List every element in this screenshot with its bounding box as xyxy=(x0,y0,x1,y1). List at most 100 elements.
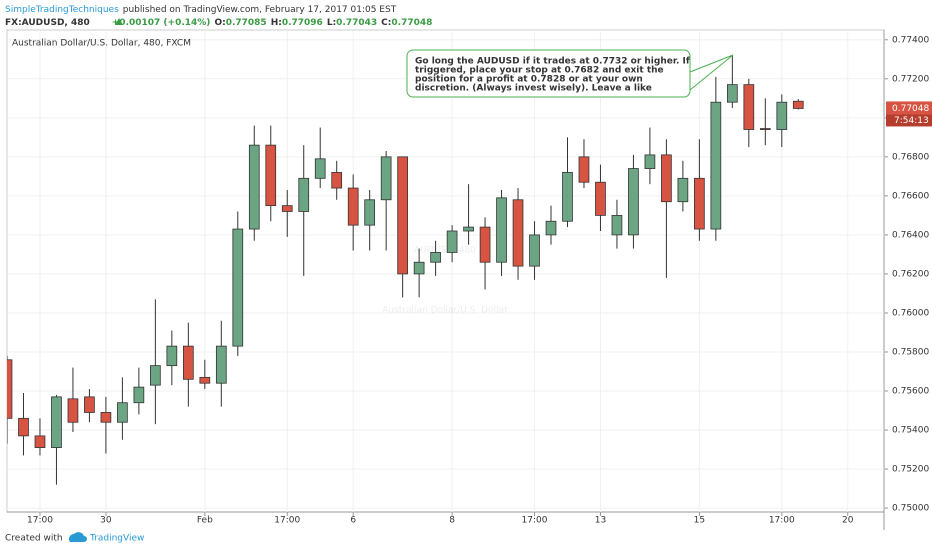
candle-body xyxy=(578,156,590,183)
annotation-pointer xyxy=(689,54,734,91)
watermark-name: Australian Dollar/U.S. Dollar xyxy=(382,306,508,316)
candle-body xyxy=(215,345,227,384)
x-tick-label: 17:00 xyxy=(522,516,548,526)
candle-body xyxy=(199,376,211,384)
countdown-box xyxy=(886,114,932,127)
candle-body xyxy=(710,101,722,230)
x-tick-label: Feb xyxy=(197,516,213,526)
legend: Australian Dollar/U.S. Dollar, 480, FXCM xyxy=(12,39,191,49)
last-price-label: 0.77048 xyxy=(892,104,929,114)
candle-body xyxy=(677,177,689,203)
candle-body xyxy=(430,252,441,263)
ohlc-key: O: xyxy=(214,18,225,28)
last-price-box xyxy=(886,101,932,115)
y-tick-label: 0.76200 xyxy=(892,269,929,279)
x-tick-label: 30 xyxy=(100,516,112,526)
ohlc-value: 0.77096 xyxy=(282,18,323,28)
y-tick-label: 0.75600 xyxy=(892,387,929,397)
candle-body xyxy=(463,226,474,232)
candle-body xyxy=(84,396,95,413)
change: +0.00107 (+0.14%) xyxy=(112,18,211,28)
candle-body xyxy=(18,417,29,437)
annotation-line: triggered, place your stop at 0.7682 and… xyxy=(415,66,664,76)
x-tick-label: 6 xyxy=(350,516,356,526)
x-tick-label: 17:00 xyxy=(769,516,795,526)
ohlc-key: C: xyxy=(381,18,391,28)
candle-body xyxy=(446,230,458,253)
candle-body xyxy=(694,177,705,230)
candle-body xyxy=(380,156,392,201)
candle-body xyxy=(397,156,408,275)
y-tick-label: 0.75400 xyxy=(892,426,929,436)
candle-body xyxy=(496,197,507,263)
y-tick-label: 0.76600 xyxy=(892,191,929,201)
candle-body xyxy=(545,220,557,236)
y-tick-label: 0.76000 xyxy=(892,308,929,318)
candle-body xyxy=(611,214,623,236)
candle-body xyxy=(51,396,62,449)
ohlc-value: 0.77043 xyxy=(336,18,377,28)
candle-body xyxy=(265,144,277,207)
candle-body xyxy=(34,435,46,449)
candle-body xyxy=(529,234,540,267)
y-tick-label: 0.77400 xyxy=(892,35,929,45)
candle-body xyxy=(331,172,343,189)
ohlc-value: 0.77085 xyxy=(226,18,267,28)
annotation-box[interactable] xyxy=(406,49,691,98)
candle-body xyxy=(166,345,178,367)
x-tick-label: 15 xyxy=(694,516,705,526)
candle-body xyxy=(67,398,79,423)
candle-body xyxy=(792,100,804,109)
ohlc-key: H: xyxy=(271,18,282,28)
published: published on TradingView.com, February 1… xyxy=(123,5,397,15)
x-tick-label: 17:00 xyxy=(274,516,300,526)
candle-body xyxy=(7,359,13,419)
x-tick-label: 13 xyxy=(595,516,606,526)
x-tick-label: 20 xyxy=(842,516,854,526)
footer-brand[interactable]: TradingView xyxy=(89,534,144,544)
brand-logo xyxy=(69,532,87,542)
candle-body xyxy=(413,261,425,275)
y-tick-label: 0.75200 xyxy=(892,465,929,475)
annotation-pointer xyxy=(689,54,734,73)
annotation-line: position for a profit at 0.7828 or at yo… xyxy=(415,75,643,85)
candle-body xyxy=(726,84,738,103)
candle-body xyxy=(364,199,376,226)
candle-body xyxy=(512,199,524,267)
candle-body xyxy=(150,365,161,386)
candle-body xyxy=(479,226,491,263)
symbol: FX:AUDUSD, 480 xyxy=(5,18,90,28)
annotation-line: Go long the AUDUSD if it trades at 0.773… xyxy=(415,57,690,67)
annotation-line: discretion. (Always invest wisely). Leav… xyxy=(415,84,652,94)
y-tick-label: 0.76800 xyxy=(892,152,929,162)
y-tick-label: 0.75800 xyxy=(892,347,929,357)
candle-body xyxy=(117,402,128,423)
candle-body xyxy=(248,144,260,230)
candle-body xyxy=(133,386,145,404)
candle-body xyxy=(298,177,310,212)
candle-body xyxy=(314,158,326,179)
candle-body xyxy=(759,128,771,130)
x-tick-label: 17:00 xyxy=(27,516,53,526)
watermark-symbol: AUDUSD, 480 xyxy=(414,246,476,256)
countdown: 7:54:13 xyxy=(894,116,929,126)
ohlc-key: L: xyxy=(327,18,336,28)
candle-body xyxy=(743,84,755,130)
candle-body xyxy=(595,181,606,216)
header-line: SimpleTradingTechniques published on Trad… xyxy=(5,5,397,15)
candle-body xyxy=(562,172,573,222)
candle-body xyxy=(281,205,293,212)
footer-created: Created with xyxy=(5,534,63,544)
candle-body xyxy=(182,345,194,380)
ohlc-value: 0.77048 xyxy=(391,18,432,28)
quote-line: FX:AUDUSD, 480 +0.00107 (+0.14%) O:0.77085… xyxy=(5,18,432,28)
candle-body xyxy=(628,168,639,236)
candle-body xyxy=(232,228,244,347)
candle-body xyxy=(776,101,788,130)
author[interactable]: SimpleTradingTechniques xyxy=(5,5,119,15)
y-tick-label: 0.76400 xyxy=(892,230,929,240)
x-tick-label: 8 xyxy=(449,516,455,526)
candle-body xyxy=(347,187,359,226)
candle-body xyxy=(644,154,656,169)
